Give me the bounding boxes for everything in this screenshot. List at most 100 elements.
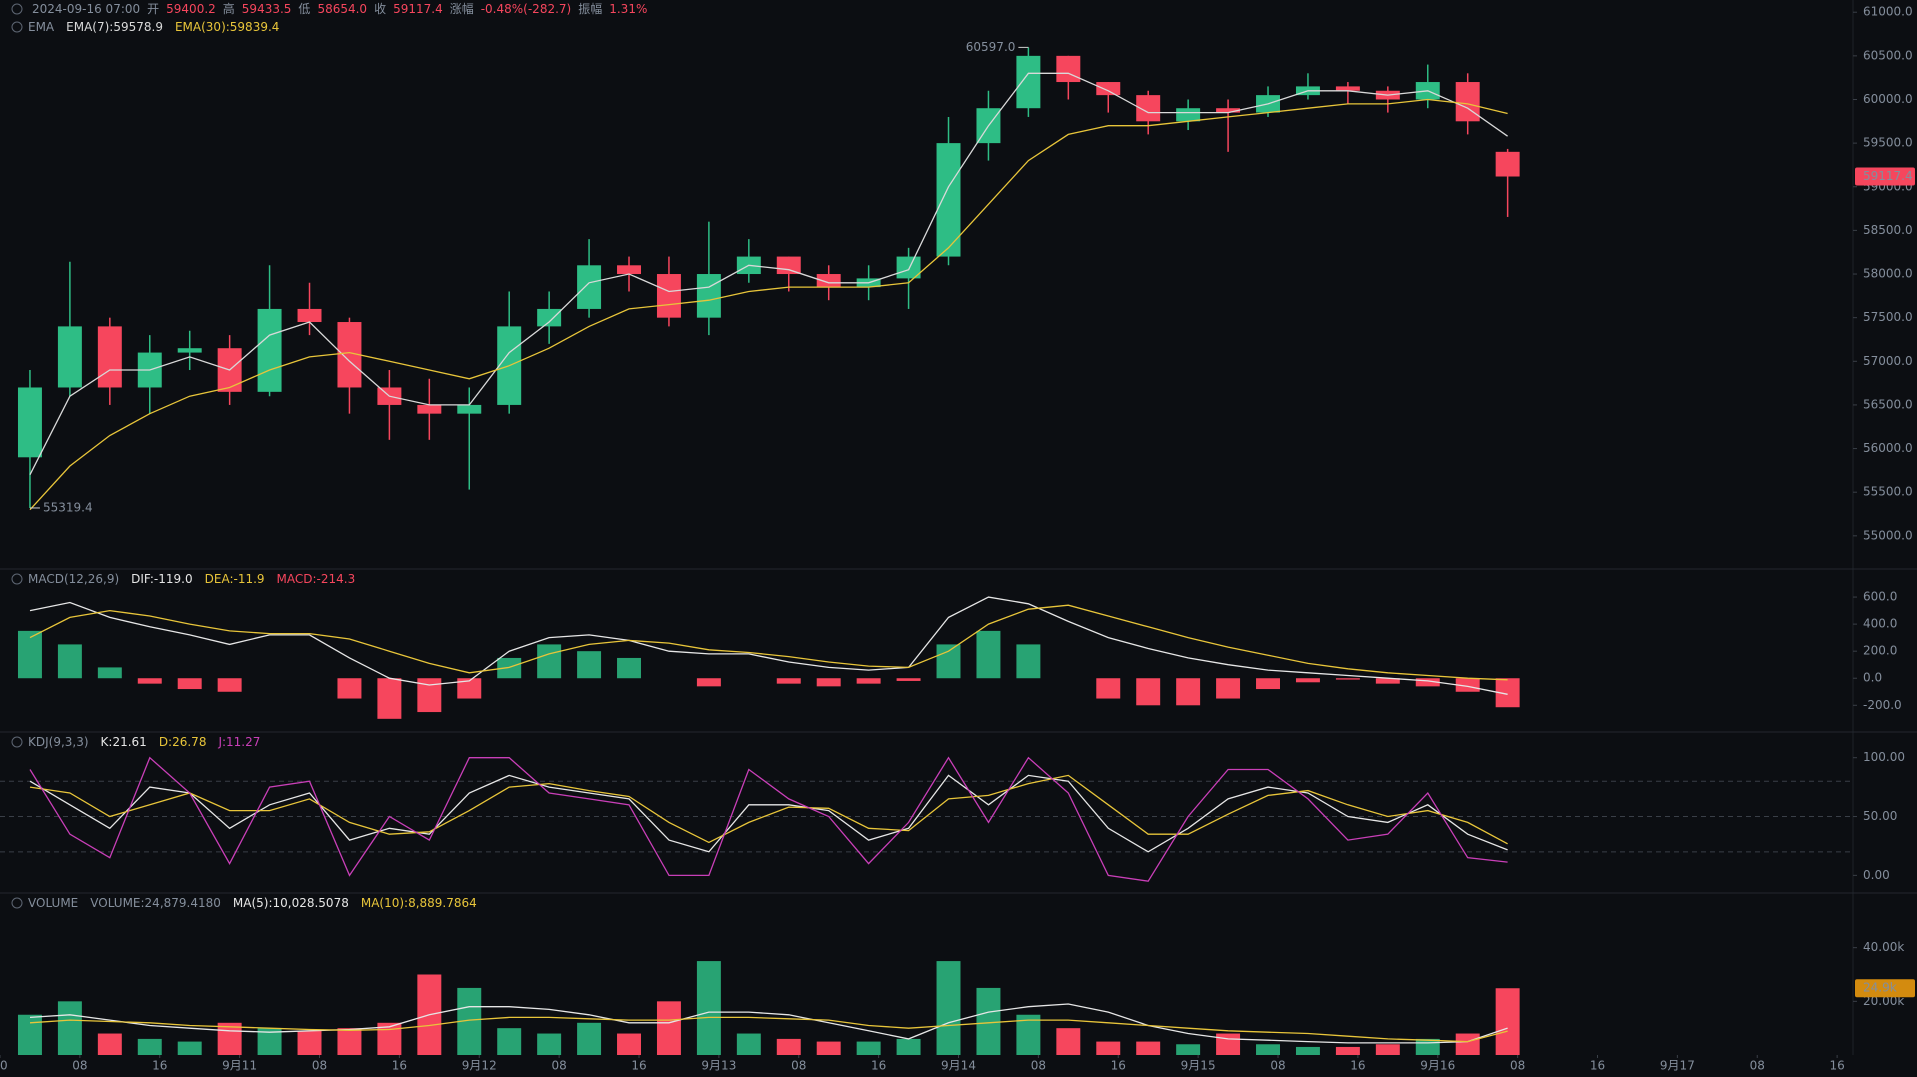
x-tick-label: 08: [72, 1059, 87, 1073]
line-series: [29, 72, 1508, 475]
line-series: [29, 1016, 1508, 1043]
bar: [896, 1038, 921, 1055]
value-tag: [1855, 167, 1915, 186]
bar: [1256, 1044, 1280, 1055]
bar: [1495, 988, 1520, 1055]
bar: [217, 678, 242, 692]
bar: [457, 678, 482, 699]
header-item: 59400.2: [166, 2, 216, 16]
bar: [377, 678, 402, 719]
legend-entry: DIF:-119.0: [131, 572, 192, 586]
bar: [696, 678, 721, 687]
bar: [1176, 1044, 1201, 1055]
candle-body: [1016, 55, 1041, 109]
header: 2024-09-16 07:00 开 59400.2 高 59433.5 低 58654.0…: [32, 1, 647, 16]
bar: [1295, 678, 1320, 683]
y-tick-label: 58000.0: [1863, 267, 1913, 281]
x-tick-label: 16: [631, 1059, 646, 1073]
legend-entry: VOLUME:24,879.4180: [90, 896, 221, 910]
y-tick-label: 200.0: [1863, 644, 1897, 658]
header-item: 收: [374, 2, 386, 16]
bar: [177, 1041, 202, 1055]
bar: [736, 1033, 761, 1055]
y-tick-label: 61000.0: [1863, 5, 1913, 19]
bar: [1455, 678, 1480, 692]
y-tick-label: -200.0: [1863, 698, 1902, 712]
y-tick-label: 400.0: [1863, 617, 1897, 631]
bar: [776, 678, 801, 684]
bar: [177, 678, 202, 690]
legend: VOLUME VOLUME:24,879.4180 MA(5):10,028.507…: [28, 896, 477, 910]
bar: [776, 1038, 801, 1055]
line-series: [29, 98, 1508, 511]
bar: [337, 678, 362, 699]
bar: [856, 1041, 881, 1055]
bar: [17, 1014, 42, 1055]
bar: [1216, 1033, 1241, 1055]
y-tick-label: 57500.0: [1863, 310, 1913, 324]
x-tick-label: 16: [392, 1059, 407, 1073]
candle-body: [1216, 108, 1241, 113]
line-series: [29, 596, 1508, 695]
bar: [1016, 1014, 1041, 1055]
x-tick-label: 08: [1510, 1059, 1525, 1073]
y-tick-label: 58500.0: [1863, 223, 1913, 237]
bar: [417, 678, 442, 713]
candle-body: [696, 274, 721, 318]
x-tick-label: 9月15: [1181, 1059, 1216, 1073]
x-tick-label: 08: [1750, 1059, 1765, 1073]
value-tag-label: 59117.4: [1863, 169, 1913, 183]
candle-body: [1056, 55, 1081, 83]
bar: [97, 667, 122, 679]
x-tick-label: 16: [152, 1059, 167, 1073]
bar: [1096, 1041, 1121, 1055]
legend-entry: MACD:-214.3: [277, 572, 356, 586]
x-tick-label: 9月17: [1660, 1059, 1695, 1073]
x-tick-label: 08: [1270, 1059, 1285, 1073]
candle-body: [816, 274, 841, 288]
line-series: [29, 1003, 1508, 1044]
legend: MACD(12,26,9) DIF:-119.0 DEA:-11.9 MACD:-21…: [28, 572, 355, 586]
bar: [137, 678, 162, 684]
candle-body: [656, 274, 681, 318]
legend-entry: J:11.27: [217, 735, 260, 749]
bar: [936, 961, 961, 1055]
bar: [1455, 1033, 1480, 1055]
x-tick-label: 08: [551, 1059, 566, 1073]
bar: [1415, 1038, 1440, 1055]
header-item: 高: [223, 1, 235, 16]
candle-body: [17, 387, 42, 458]
y-tick-label: 55000.0: [1863, 528, 1913, 542]
legend-icon: [11, 736, 23, 748]
legend-entry: MA(10):8,889.7864: [361, 896, 477, 910]
bar: [1495, 678, 1520, 708]
candle-body: [1335, 86, 1360, 91]
y-tick-label: 0.00: [1863, 868, 1890, 882]
bar: [617, 1033, 641, 1055]
legend-icon: [11, 21, 23, 33]
candle-body: [936, 143, 961, 257]
indicator-name: VOLUME: [28, 896, 78, 910]
bar: [1256, 678, 1280, 690]
x-tick-label: 9月16: [1420, 1059, 1455, 1073]
candle-body: [417, 404, 442, 414]
candle-body: [97, 326, 122, 388]
bar: [497, 1028, 522, 1055]
candle-body: [776, 256, 801, 275]
bar: [577, 1022, 602, 1055]
y-tick-label: 60000.0: [1863, 92, 1913, 106]
legend-entry: MA(5):10,028.5078: [233, 896, 349, 910]
bar: [537, 1033, 562, 1055]
indicator-name: KDJ(9,3,3): [28, 735, 89, 749]
annotation-label: 60597.0: [966, 40, 1016, 54]
legend: KDJ(9,3,3) K:21.61 D:26.78 J:11.27: [28, 735, 260, 749]
x-tick-label: 0: [0, 1059, 8, 1073]
bar: [337, 1028, 362, 1055]
candle-body: [1096, 82, 1121, 96]
bar: [1375, 678, 1400, 684]
legend-entry: D:26.78: [159, 735, 207, 749]
bar: [816, 1041, 841, 1055]
legend-entry: K:21.61: [101, 735, 147, 749]
bar: [297, 1030, 322, 1055]
